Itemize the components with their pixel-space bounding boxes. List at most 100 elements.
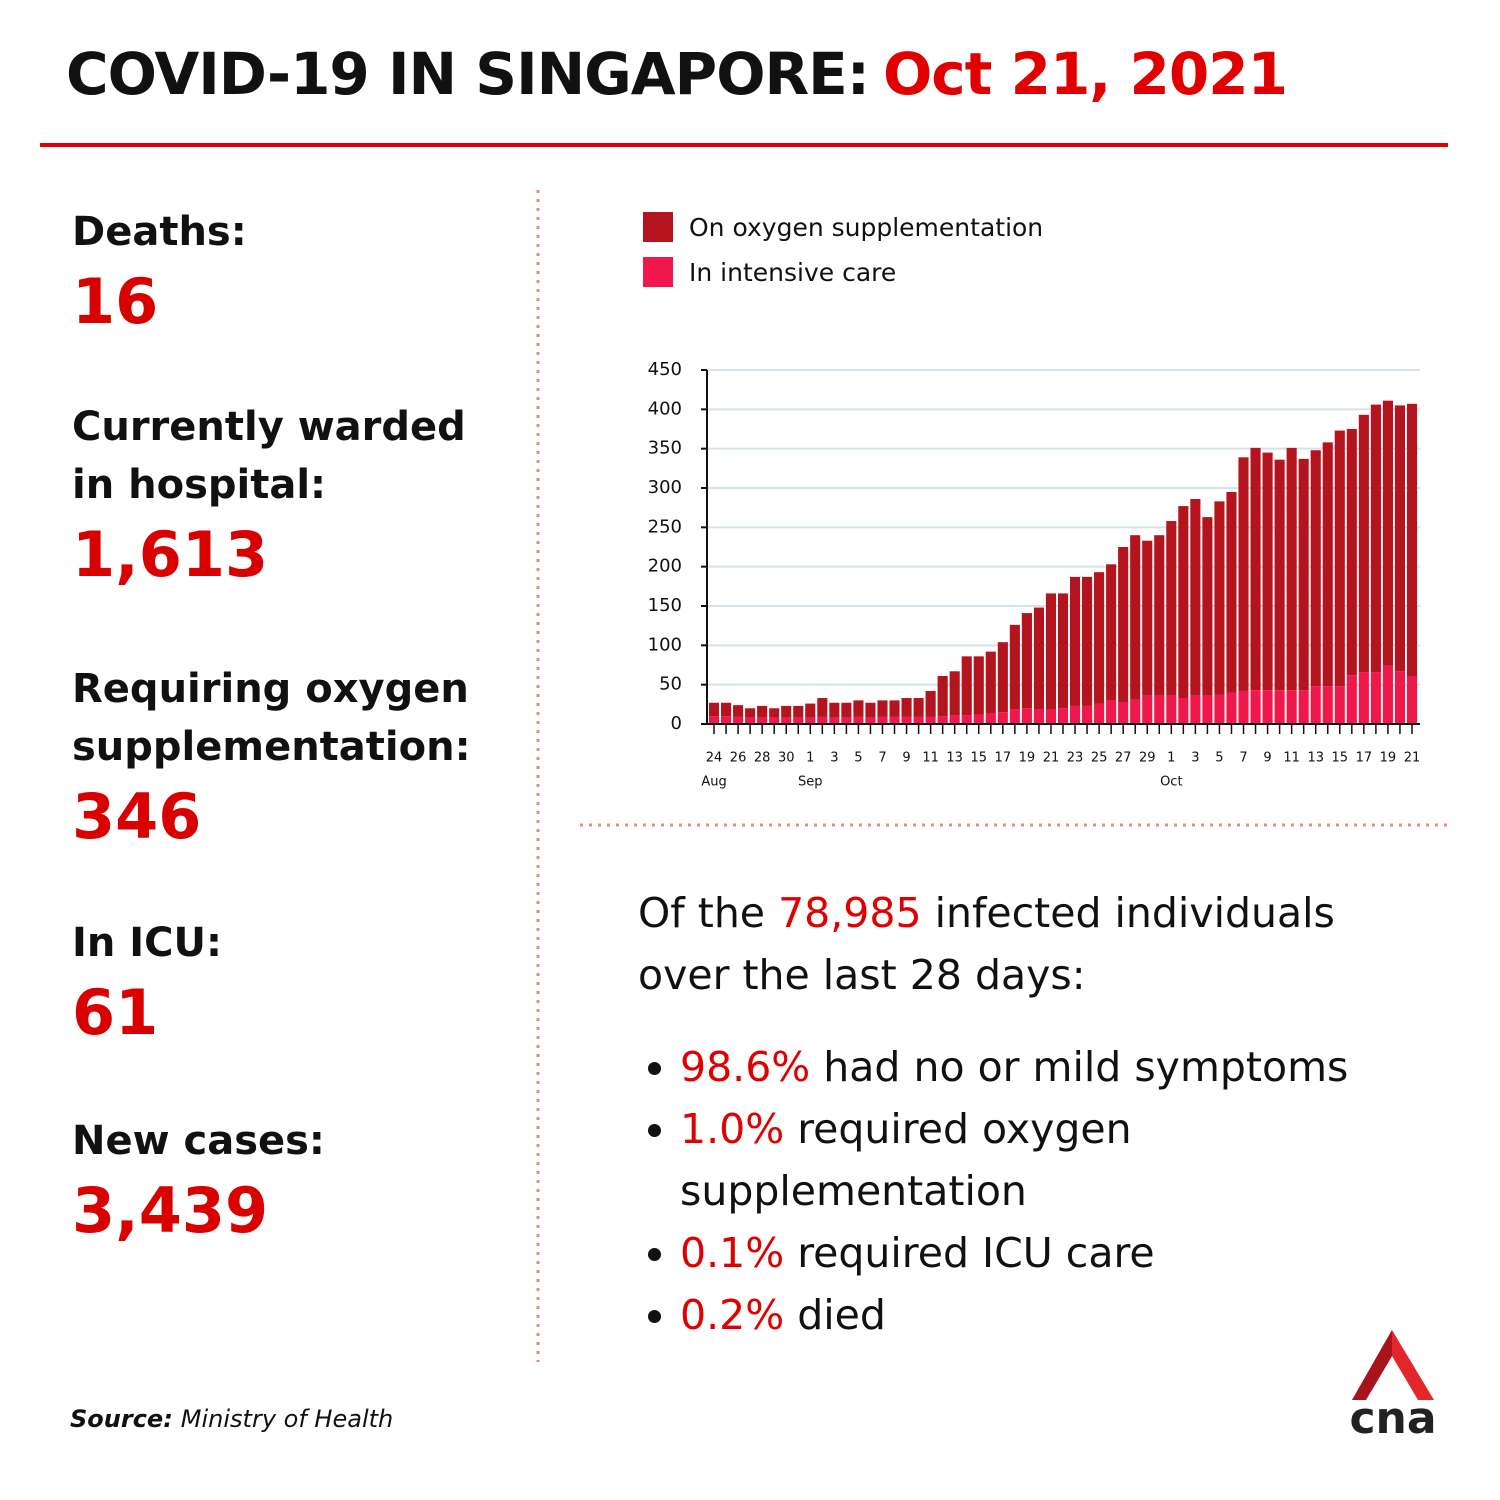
bar-segment	[1142, 540, 1153, 696]
bar-segment	[1094, 703, 1105, 724]
bar-segment	[901, 698, 912, 717]
bar-segment	[1370, 404, 1381, 673]
bar-segment	[1394, 671, 1406, 724]
bar-segment	[1045, 709, 1057, 724]
bar-segment	[961, 656, 972, 716]
source-text: Ministry of Health	[180, 1405, 394, 1433]
bar-segment	[1033, 709, 1044, 724]
bar-segment	[1358, 414, 1369, 673]
bar-segment	[1166, 521, 1177, 696]
legend-label: In intensive care	[689, 258, 896, 287]
y-tick-label: 50	[659, 674, 682, 695]
bar-segment	[1274, 690, 1285, 724]
x-tick-label: 11	[1283, 751, 1300, 766]
bar-segment	[1298, 458, 1309, 691]
bar-segment	[817, 716, 828, 724]
bar-segment	[853, 700, 864, 717]
bar-segment	[1190, 695, 1201, 724]
bar-segment	[1406, 403, 1418, 677]
bullet-highlight: 1.0%	[680, 1105, 785, 1153]
bar-segment	[829, 702, 840, 718]
bar-segment	[973, 656, 984, 715]
bar-segment	[1310, 686, 1321, 724]
bar-segment	[1154, 695, 1165, 724]
bar-segment	[781, 705, 792, 718]
bar-segment	[1009, 709, 1020, 724]
bar-segment	[1382, 400, 1393, 666]
bar-segment	[949, 715, 960, 724]
bullet-highlight: 0.2%	[680, 1291, 785, 1339]
stat-label: Deaths:	[72, 209, 247, 255]
bar-segment	[1069, 705, 1081, 724]
bar-segment	[720, 716, 732, 724]
bar-segment	[1226, 491, 1237, 693]
x-tick-label: 30	[778, 751, 795, 766]
bar-segment	[1154, 535, 1165, 696]
bar-segment	[889, 716, 900, 724]
bar-segment	[1106, 700, 1117, 724]
bar-segment	[1346, 675, 1357, 724]
stat-label: in hospital:	[72, 462, 327, 508]
bar-segment	[757, 717, 768, 724]
x-tick-label: 15	[970, 751, 987, 766]
y-tick-label: 350	[648, 438, 682, 459]
summary-text: Of the	[638, 889, 766, 937]
x-tick-label: 19	[1380, 751, 1397, 766]
x-tick-label: 13	[1307, 751, 1324, 766]
stat: New cases: 3,439	[72, 1112, 512, 1252]
bar-segment	[817, 698, 828, 717]
bar-segment	[937, 676, 948, 717]
x-tick-label: 21	[1404, 751, 1421, 766]
bar-segment	[1166, 695, 1177, 724]
bullet-text: had no or mild symptoms	[823, 1043, 1349, 1091]
stat-value: 3,439	[72, 1174, 269, 1247]
bar-segment	[1370, 672, 1381, 724]
bar-segment	[1322, 442, 1333, 687]
x-tick-label: 19	[1019, 751, 1036, 766]
bar-segment	[889, 700, 900, 717]
logo-text: cna	[1349, 1393, 1436, 1444]
bar-segment	[1322, 686, 1333, 724]
bar-segment	[1033, 607, 1044, 710]
title: COVID-19 IN SINGAPORE: Oct 21, 2021	[66, 40, 1288, 108]
x-tick-label: 7	[878, 751, 886, 766]
bar-segment	[1286, 447, 1297, 691]
bar-segment	[1286, 690, 1297, 724]
x-tick-label: 1	[806, 751, 814, 766]
bar-segment	[961, 715, 972, 724]
bar-segment	[1094, 572, 1105, 704]
bullet-text: required oxygen supplementation	[680, 1105, 1132, 1215]
bar-segment	[985, 712, 996, 724]
x-tick-label: 9	[1263, 751, 1271, 766]
bar-segment	[1262, 452, 1273, 691]
stat-value: 346	[72, 780, 202, 853]
bullet-highlight: 98.6%	[680, 1043, 811, 1091]
bar-segment	[1021, 708, 1032, 724]
bar-segment	[1238, 457, 1249, 691]
y-tick-label: 300	[648, 477, 682, 498]
stat-value: 61	[72, 976, 159, 1049]
bullet-highlight: 0.1%	[680, 1229, 785, 1277]
x-tick-label: 25	[1091, 751, 1108, 766]
bar-segment	[805, 717, 816, 724]
stat-label: New cases:	[72, 1118, 325, 1164]
bar-segment	[1250, 447, 1261, 691]
bar-segment	[1406, 676, 1418, 724]
bar-segment	[720, 702, 732, 717]
bar-segment	[913, 698, 924, 717]
bar-segment	[937, 716, 948, 724]
bar-segment	[805, 703, 816, 718]
bar-segment	[1118, 547, 1129, 702]
x-month-label: Sep	[798, 775, 823, 790]
stat: Deaths: 16	[72, 203, 512, 343]
legend-swatch	[643, 212, 673, 242]
stat-label: Currently warded	[72, 404, 466, 450]
bar-segment	[1202, 517, 1213, 696]
bar-segment	[901, 716, 912, 724]
stat: Requiring oxygen supplementation: 346	[72, 660, 512, 858]
bar-segment	[841, 702, 852, 718]
y-tick-label: 200	[648, 556, 682, 577]
x-tick-label: 13	[946, 751, 963, 766]
bar-segment	[1082, 705, 1093, 724]
x-tick-label: 26	[730, 751, 747, 766]
